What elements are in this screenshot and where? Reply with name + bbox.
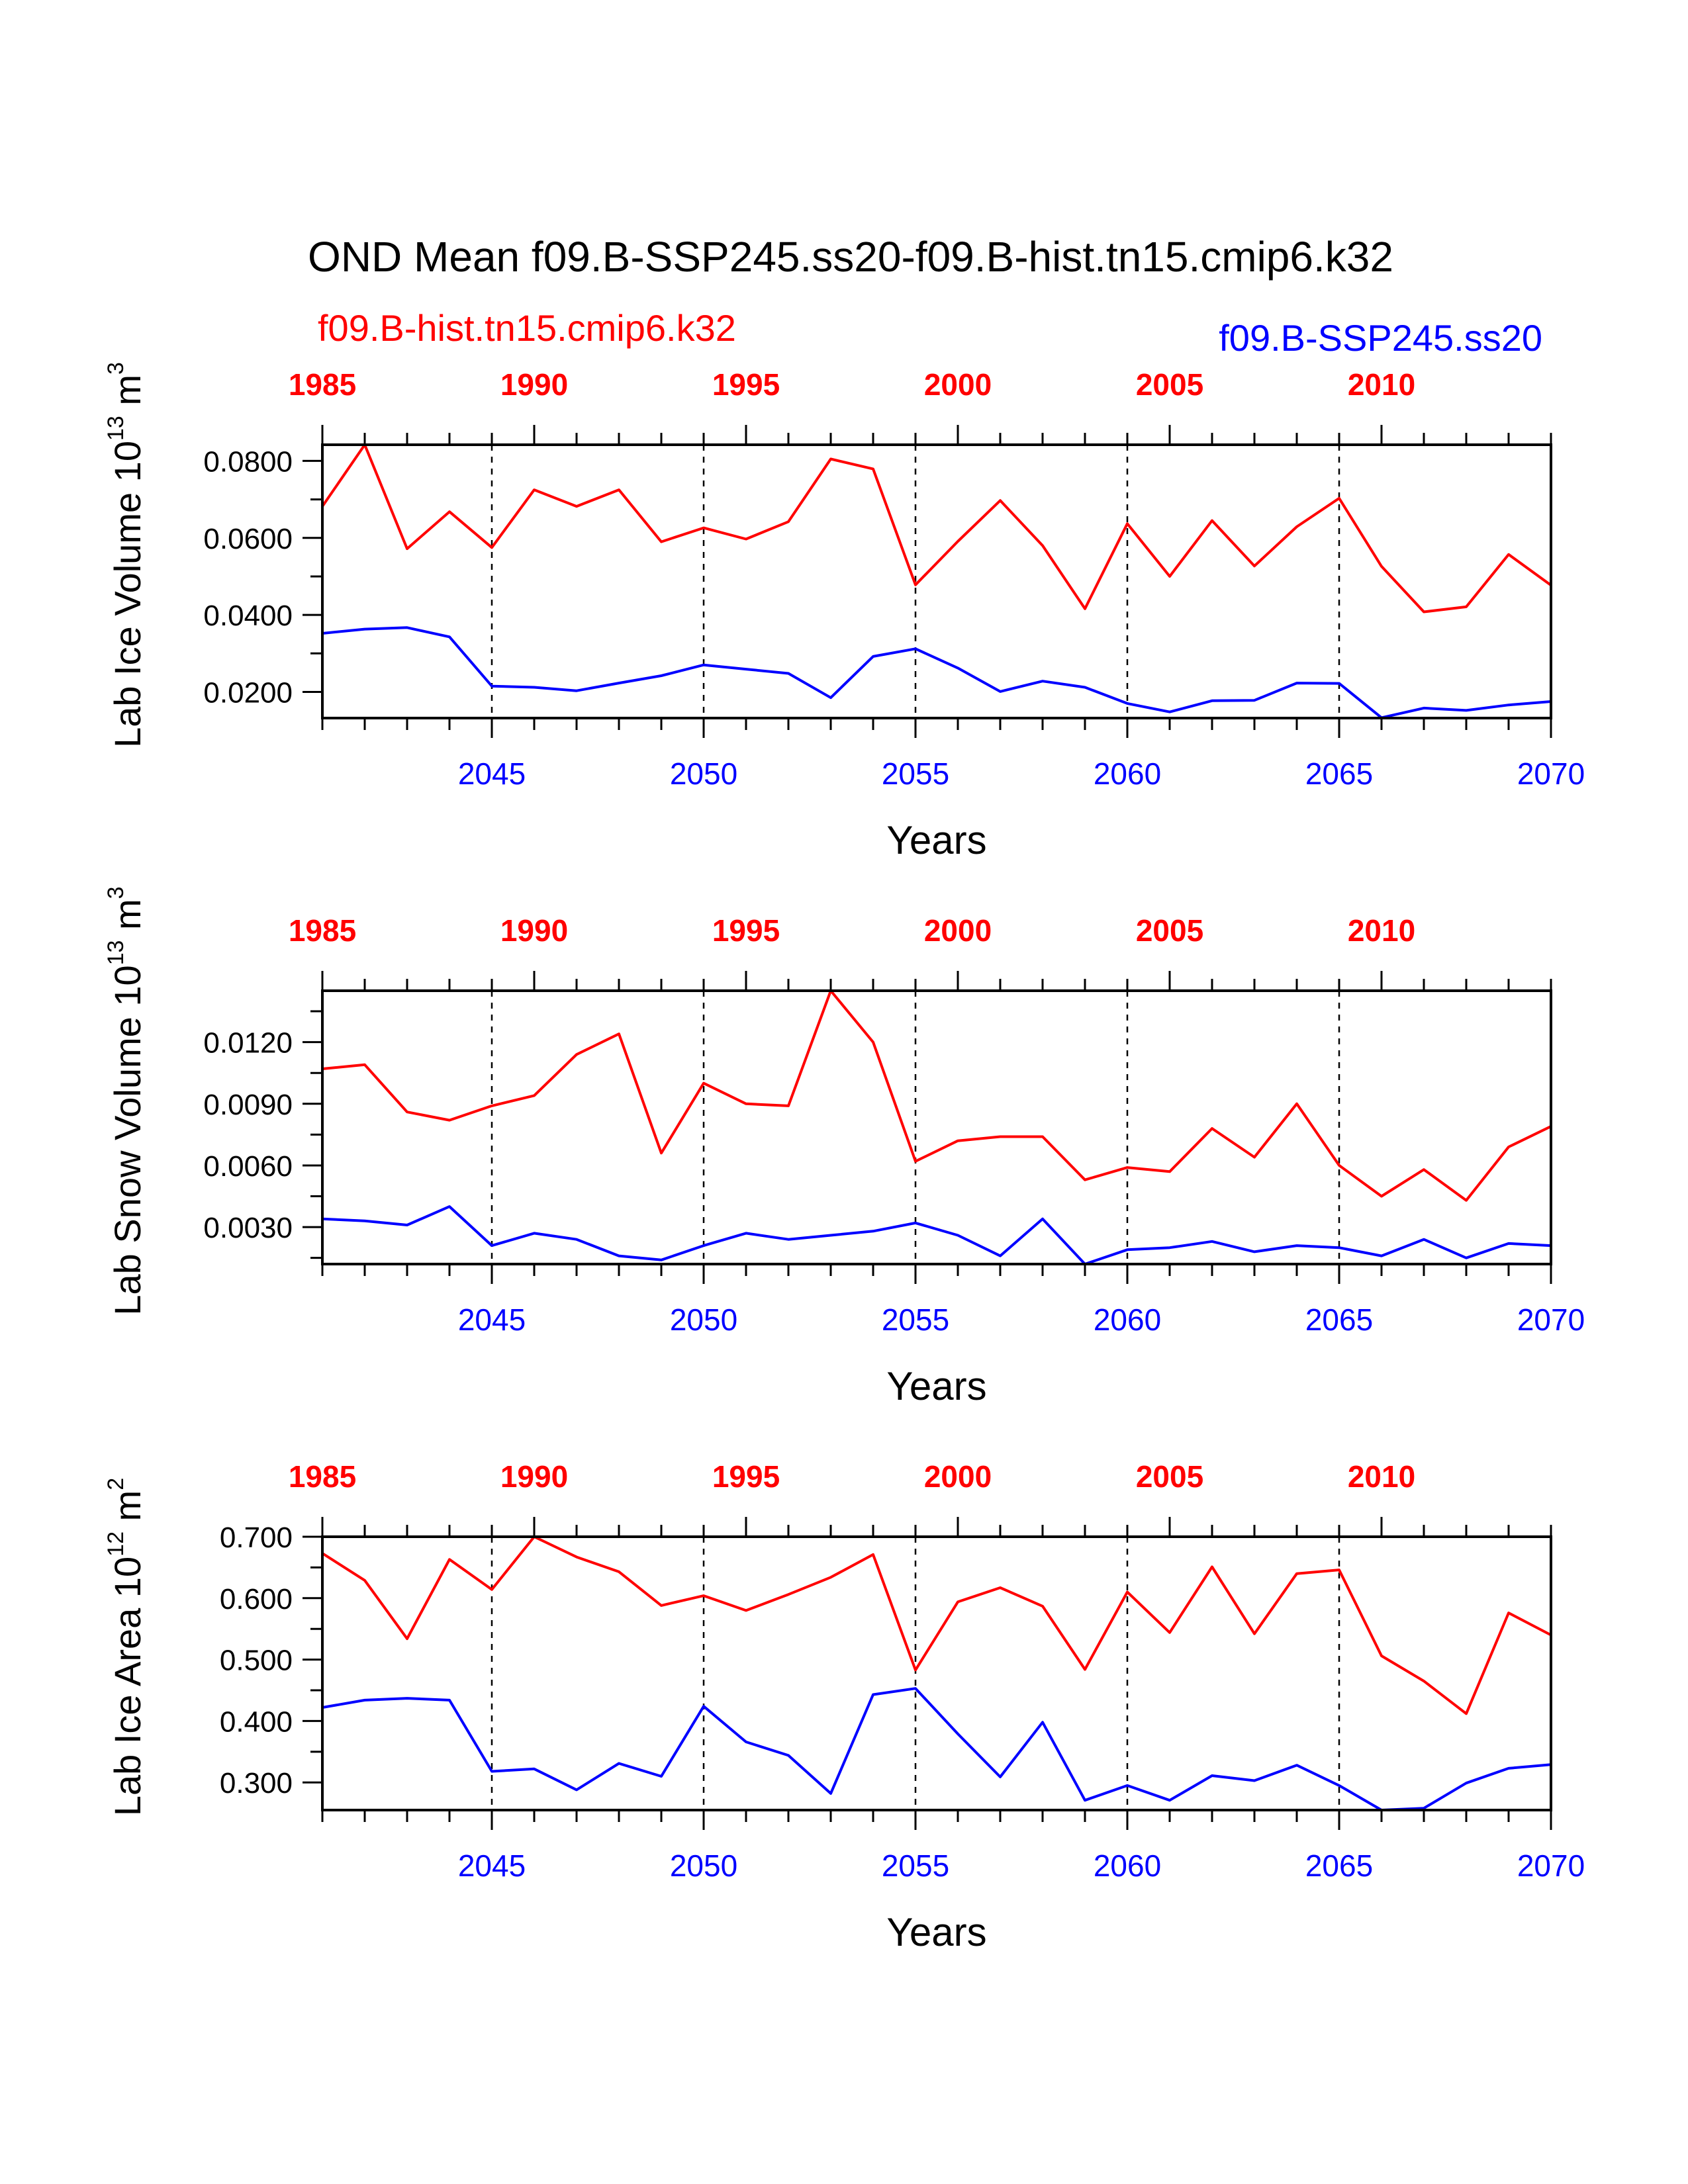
series-red-line bbox=[322, 989, 1552, 1202]
x-bottom-tick-label: 2070 bbox=[1517, 756, 1585, 791]
x-bottom-tick-label: 2055 bbox=[882, 1302, 949, 1337]
figure-title: OND Mean f09.B-SSP245.ss20-f09.B-hist.tn… bbox=[308, 233, 1393, 281]
legend-ssp-label: f09.B-SSP245.ss20 bbox=[1219, 317, 1542, 359]
plot-frame bbox=[321, 443, 1552, 719]
y-tick-label: 0.500 bbox=[220, 1645, 293, 1677]
x-top-tick-label: 2005 bbox=[1136, 367, 1203, 402]
x-top-tick-label: 2005 bbox=[1136, 1459, 1203, 1494]
series-blue-line bbox=[322, 626, 1552, 719]
y-tick-label: 0.0060 bbox=[203, 1150, 293, 1183]
y-axis-label: Lab Ice Volume 1013 m3 bbox=[103, 362, 148, 748]
y-axis-label: Lab Snow Volume 1013 m3 bbox=[103, 886, 148, 1315]
x-axis-label: Years bbox=[886, 1364, 986, 1408]
x-bottom-tick-label: 2050 bbox=[670, 756, 737, 791]
y-tick-label: 0.0600 bbox=[203, 523, 293, 555]
y-tick-label: 0.700 bbox=[220, 1522, 293, 1554]
x-bottom-tick-label: 2055 bbox=[882, 756, 949, 791]
x-axis-label: Years bbox=[886, 1910, 986, 1954]
panels: 2045 2050 2055 2060 2065 2070 1985 1990 1995 2000… bbox=[103, 362, 1585, 1954]
x-bottom-tick-label: 2065 bbox=[1305, 756, 1373, 791]
x-top-tick-label: 1990 bbox=[500, 1459, 568, 1494]
x-top-tick-label: 2010 bbox=[1348, 367, 1415, 402]
panel-2: 2045 2050 2055 2060 2065 2070 1985 1990 1995 2000… bbox=[103, 886, 1585, 1408]
series-red-line bbox=[321, 1535, 1552, 1715]
x-top-tick-label: 1995 bbox=[712, 367, 780, 402]
y-tick-label: 0.0800 bbox=[203, 445, 293, 478]
x-bottom-tick-label: 2065 bbox=[1305, 1302, 1373, 1337]
panel-3: 2045 2050 2055 2060 2065 2070 1985 1990 1995 2000… bbox=[103, 1459, 1585, 1954]
x-top-tick-label: 1990 bbox=[500, 367, 568, 402]
x-bottom-tick-label: 2060 bbox=[1094, 756, 1161, 791]
y-tick-label: 0.0030 bbox=[203, 1212, 293, 1244]
y-tick-label: 0.600 bbox=[220, 1583, 293, 1615]
x-top-tick-label: 2000 bbox=[924, 913, 992, 948]
x-bottom-tick-label: 2045 bbox=[458, 1848, 526, 1883]
x-bottom-tick-label: 2060 bbox=[1094, 1848, 1161, 1883]
plot-frame bbox=[321, 1535, 1552, 1811]
x-bottom-tick-label: 2050 bbox=[670, 1848, 737, 1883]
panel-1: 2045 2050 2055 2060 2065 2070 1985 1990 1995 2000… bbox=[103, 362, 1585, 862]
legend-hist-label: f09.B-hist.tn15.cmip6.k32 bbox=[318, 307, 736, 349]
x-bottom-tick-label: 2070 bbox=[1517, 1302, 1585, 1337]
y-tick-label: 0.300 bbox=[220, 1767, 293, 1799]
plot-frame bbox=[321, 989, 1552, 1265]
x-bottom-tick-label: 2070 bbox=[1517, 1848, 1585, 1883]
x-top-tick-label: 1985 bbox=[289, 367, 356, 402]
x-bottom-tick-label: 2065 bbox=[1305, 1848, 1373, 1883]
y-tick-label: 0.0090 bbox=[203, 1089, 293, 1121]
x-bottom-tick-label: 2055 bbox=[882, 1848, 949, 1883]
series-red-line bbox=[321, 443, 1552, 614]
x-top-tick-label: 1985 bbox=[289, 1459, 356, 1494]
x-top-tick-label: 2010 bbox=[1348, 913, 1415, 948]
x-top-tick-label: 2005 bbox=[1136, 913, 1203, 948]
series-blue-line bbox=[322, 1205, 1552, 1265]
y-axis-label: Lab Ice Area 1012 m2 bbox=[103, 1478, 148, 1816]
series-blue-line bbox=[322, 1687, 1552, 1811]
x-axis-label: Years bbox=[886, 818, 986, 862]
x-bottom-tick-label: 2060 bbox=[1094, 1302, 1161, 1337]
x-top-tick-label: 2000 bbox=[924, 367, 992, 402]
x-bottom-tick-label: 2045 bbox=[458, 756, 526, 791]
x-top-tick-label: 1995 bbox=[712, 1459, 780, 1494]
x-top-tick-label: 1990 bbox=[500, 913, 568, 948]
x-top-tick-label: 2000 bbox=[924, 1459, 992, 1494]
x-bottom-tick-label: 2050 bbox=[670, 1302, 737, 1337]
x-top-tick-label: 1985 bbox=[289, 913, 356, 948]
x-top-tick-label: 2010 bbox=[1348, 1459, 1415, 1494]
y-tick-label: 0.0400 bbox=[203, 600, 293, 632]
y-tick-label: 0.0200 bbox=[203, 676, 293, 709]
x-top-tick-label: 1995 bbox=[712, 913, 780, 948]
x-bottom-tick-label: 2045 bbox=[458, 1302, 526, 1337]
y-tick-label: 0.400 bbox=[220, 1706, 293, 1738]
y-tick-label: 0.0120 bbox=[203, 1027, 293, 1060]
